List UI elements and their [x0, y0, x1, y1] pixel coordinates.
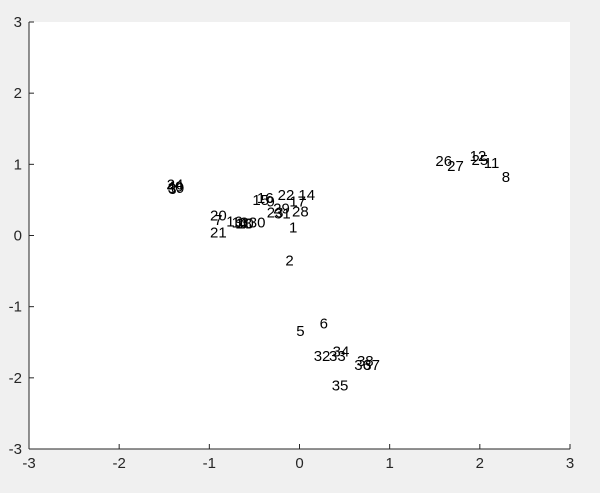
y-tick-label: -1 [9, 299, 22, 316]
plot-area [29, 22, 570, 449]
point-label: 24 [167, 176, 184, 193]
point-label: 26 [435, 153, 452, 170]
point-label: 2 [285, 252, 293, 269]
point-label: 30 [249, 215, 266, 232]
point-label: 13 [232, 215, 249, 232]
x-tick-label: 0 [295, 455, 303, 472]
x-tick-label: 1 [385, 455, 393, 472]
point-label: 25 [471, 152, 488, 169]
x-tick-label: 3 [566, 455, 574, 472]
point-label: 16 [257, 190, 274, 207]
point-label: 27 [447, 158, 464, 175]
point-label: 18 [235, 215, 252, 232]
point-label: 23 [267, 205, 284, 222]
point-label: 21 [210, 225, 227, 242]
point-label: 22 [278, 187, 295, 204]
point-label: 29 [273, 200, 290, 217]
point-label: 17 [289, 193, 306, 210]
point-label: 19 [226, 213, 243, 230]
x-tick-label: -3 [22, 455, 35, 472]
point-label: 37 [363, 357, 380, 374]
point-label: 4 [239, 215, 247, 232]
y-tick-label: -3 [9, 441, 22, 458]
point-label: 7 [214, 212, 222, 229]
point-label: 1 [289, 220, 297, 237]
point-label: 38 [357, 353, 374, 370]
point-label: 34 [333, 344, 350, 361]
point-label: 6 [320, 316, 328, 333]
point-label: 20 [210, 208, 227, 225]
y-tick-label: 2 [14, 85, 22, 102]
point-label: 40 [167, 178, 184, 195]
point-label: 33 [329, 348, 346, 365]
point-label: 28 [292, 203, 309, 220]
y-tick-label: 3 [14, 14, 22, 31]
point-label: 11 [484, 155, 500, 172]
point-label: 3 [168, 181, 176, 198]
point-label: 10 [237, 215, 254, 232]
point-label: 15 [252, 192, 269, 209]
point-label: 8 [502, 169, 510, 186]
y-tick-label: -2 [9, 370, 22, 387]
x-tick-label: -1 [203, 455, 216, 472]
y-tick-label: 0 [14, 228, 22, 245]
x-tick-label: 2 [476, 455, 484, 472]
point-label: 14 [298, 187, 315, 204]
x-tick-label: -2 [112, 455, 125, 472]
point-label: 9 [266, 193, 274, 210]
point-label: 12 [470, 148, 487, 165]
point-label: 39 [168, 180, 185, 197]
point-label: 36 [354, 357, 371, 374]
y-tick-label: 1 [14, 156, 22, 173]
point-label: 5 [296, 323, 304, 340]
point-label: 32 [314, 348, 331, 365]
point-label: 35 [332, 378, 349, 395]
point-label: 31 [274, 205, 291, 222]
